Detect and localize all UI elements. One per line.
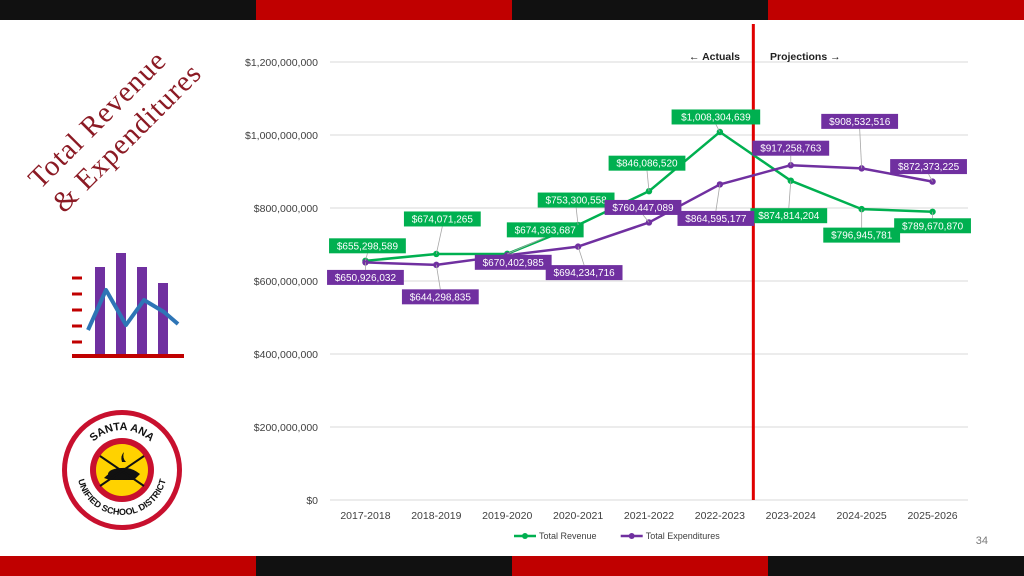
y-tick-label: $400,000,000	[254, 349, 318, 361]
data-point	[574, 243, 582, 250]
band-segment	[768, 556, 1024, 576]
data-label-box	[604, 199, 682, 215]
data-label: $908,532,516	[829, 117, 891, 128]
data-label-box	[671, 109, 761, 125]
x-axis-tick-labels: 2017-2018 2018-2019 2019-2020 2020-2021 2021…	[340, 510, 957, 522]
leader-line	[715, 124, 721, 133]
projections-label: Projections →	[770, 51, 841, 63]
data-label-box	[821, 113, 899, 129]
data-label: $753,300,558	[546, 196, 608, 207]
data-label-box	[537, 192, 615, 208]
data-label-box	[750, 208, 828, 224]
leader-line	[859, 128, 863, 169]
data-label: $760,447,089	[612, 203, 674, 214]
y-tick-label: $0	[306, 495, 318, 507]
x-tick-label: 2019-2020	[482, 510, 532, 522]
data-label-box	[329, 238, 406, 254]
data-point	[433, 261, 440, 269]
y-tick-label: $800,000,000	[254, 203, 318, 215]
leader-line	[642, 214, 650, 223]
data-label-box	[401, 289, 479, 305]
data-label: $644,298,835	[410, 292, 472, 303]
leader-line	[715, 184, 721, 211]
leader-line	[928, 173, 933, 182]
leader-line	[435, 264, 441, 290]
chart-legend: Total Revenue Total Expenditures	[514, 531, 720, 541]
y-tick-label: $1,200,000,000	[245, 57, 318, 69]
revenue-expenditures-line-chart: $0 $200,000,000 $400,000,000 $600,000,000 $8…	[245, 24, 971, 541]
data-label-box	[327, 269, 404, 285]
data-label-box	[894, 218, 971, 234]
data-label: $694,234,716	[554, 268, 616, 279]
bar-chart-trend-icon	[66, 250, 186, 360]
data-label-box	[403, 211, 481, 227]
data-label-box	[474, 254, 552, 270]
band-segment	[768, 0, 1024, 20]
legend-marker	[628, 533, 635, 539]
data-label: $1,008,304,639	[681, 112, 751, 123]
data-point	[433, 250, 440, 258]
data-labels: $655,298,589 $674,071,265 $674,363,687 $753…	[327, 109, 971, 305]
y-axis-tick-labels: $0 $200,000,000 $400,000,000 $600,000,000 $8…	[245, 57, 318, 507]
page-number: 34	[975, 535, 988, 547]
data-label-box	[890, 159, 967, 175]
bottom-color-band	[0, 556, 1024, 576]
y-tick-label: $600,000,000	[254, 276, 318, 288]
slide-title: Total Revenue & Expenditures	[0, 0, 240, 240]
data-label-box	[677, 210, 755, 226]
data-label-box	[608, 155, 686, 171]
data-label-box	[545, 265, 623, 281]
phase-labels: ← Actuals Projections →	[689, 51, 841, 63]
band-segment	[0, 0, 256, 20]
x-tick-label: 2025-2026	[907, 510, 957, 522]
data-label-box	[506, 222, 584, 238]
data-label: $789,670,870	[902, 221, 964, 232]
legend-label: Total Revenue	[539, 531, 597, 541]
data-label-box	[823, 227, 901, 243]
data-label: $655,298,589	[337, 241, 399, 252]
y-tick-label: $200,000,000	[254, 422, 318, 434]
leader-line	[365, 253, 368, 261]
actuals-label: ← Actuals	[689, 51, 740, 63]
leader-line	[577, 246, 585, 266]
band-segment	[256, 556, 512, 576]
data-label-box	[752, 140, 830, 156]
data-label: $846,086,520	[616, 159, 678, 170]
band-segment	[256, 0, 512, 20]
band-segment	[0, 556, 256, 576]
data-label: $796,945,781	[831, 231, 893, 242]
x-tick-label: 2021-2022	[624, 510, 674, 522]
data-label: $674,071,265	[412, 214, 474, 225]
x-tick-label: 2020-2021	[553, 510, 603, 522]
leader-line	[646, 170, 650, 192]
top-color-band	[0, 0, 1024, 20]
leader-line	[788, 180, 792, 209]
x-tick-label: 2017-2018	[340, 510, 390, 522]
leader-line	[575, 207, 579, 226]
x-tick-label: 2023-2024	[766, 510, 816, 522]
legend-label: Total Expenditures	[646, 531, 721, 541]
data-label: $650,926,032	[335, 273, 397, 284]
x-tick-label: 2024-2025	[837, 510, 887, 522]
x-tick-label: 2022-2023	[695, 510, 745, 522]
band-segment	[512, 556, 768, 576]
leader-line	[435, 226, 443, 255]
data-label: $874,814,204	[758, 211, 820, 222]
series-lines	[362, 128, 936, 269]
district-seal-logo: SANTA ANA UNIFIED SCHOOL DISTRICT	[60, 408, 184, 532]
data-label: $864,595,177	[685, 214, 747, 225]
data-label: $670,402,985	[483, 258, 545, 269]
data-label: $917,258,763	[760, 144, 822, 155]
x-tick-label: 2018-2019	[411, 510, 461, 522]
leader-line	[507, 236, 546, 255]
data-label: $872,373,225	[898, 162, 960, 173]
band-segment	[512, 0, 768, 20]
legend-marker	[522, 533, 528, 539]
data-point	[362, 259, 369, 266]
y-tick-label: $1,000,000,000	[245, 130, 318, 142]
data-label: $674,363,687	[515, 225, 577, 236]
